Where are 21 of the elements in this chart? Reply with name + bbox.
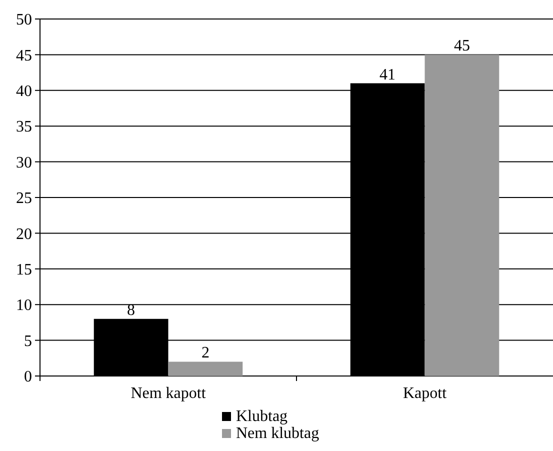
y-tick-label: 20 <box>16 226 32 243</box>
y-tick-label: 40 <box>16 83 32 100</box>
y-tick-label: 5 <box>24 332 32 350</box>
y-tick-label: 15 <box>16 262 32 278</box>
bar <box>168 362 243 376</box>
x-tick-label: Kapott <box>402 385 448 402</box>
y-tick-label: 50 <box>16 12 32 29</box>
data-label: 41 <box>380 66 396 84</box>
x-tick-label: Nem kapott <box>130 385 206 402</box>
data-label: 45 <box>454 38 470 55</box>
legend-label: Klubtag <box>236 408 288 425</box>
data-label: 2 <box>201 344 210 362</box>
data-label: 8 <box>127 302 136 319</box>
legend-label: Nem klubtag <box>236 425 320 442</box>
y-tick-label: 25 <box>16 190 32 208</box>
y-tick-label: 0 <box>24 368 32 386</box>
y-tick-label: 35 <box>16 118 32 136</box>
y-tick-label: 30 <box>16 154 32 172</box>
bar <box>424 54 500 376</box>
y-tick-label: 10 <box>16 297 32 314</box>
y-tick-label: 45 <box>16 47 32 64</box>
